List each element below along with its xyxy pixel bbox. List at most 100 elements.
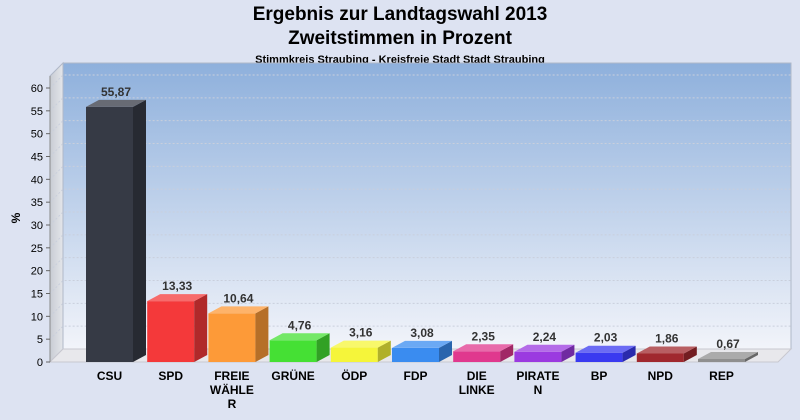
x-tick-label: DIE LINKE (459, 369, 495, 397)
y-tick-label: 25 (31, 243, 43, 255)
bar (86, 99, 146, 362)
value-label: 2,03 (594, 331, 618, 345)
bar-top (636, 346, 697, 354)
x-tick-label-line: SPD (158, 369, 183, 383)
bar-front (575, 352, 623, 362)
x-tick-label: SPD (158, 369, 183, 383)
x-tick-label-line: WÄHLE (210, 382, 254, 397)
y-tick-label: 55 (31, 106, 43, 118)
bar-side (561, 344, 575, 362)
bar-side (255, 306, 269, 362)
bar (698, 351, 758, 362)
y-tick-label: 40 (31, 174, 43, 186)
chart-title: Ergebnis zur Landtagswahl 2013 (252, 4, 548, 25)
x-tick-label: ÖDP (341, 368, 367, 383)
bar-side (133, 99, 146, 362)
y-axis-label: % (9, 212, 23, 223)
side-wall (49, 61, 64, 364)
bar-front (86, 106, 133, 362)
bar (453, 344, 514, 362)
y-axis: 0 5 10 15 20 25 30 35 40 45 50 55 60 (31, 76, 51, 369)
bar-side (500, 344, 514, 362)
bar (636, 346, 697, 362)
x-tick-label-line: REP (709, 369, 734, 383)
bar (269, 333, 330, 362)
bar (330, 340, 391, 362)
bar-front (147, 301, 195, 362)
bar-side (745, 351, 758, 362)
bar-side (439, 340, 452, 362)
value-label: 3,08 (410, 326, 434, 340)
y-tick-label: 30 (31, 220, 43, 232)
bars (86, 99, 758, 362)
bar-top (330, 340, 391, 348)
bar-front (514, 351, 562, 362)
bar-side (622, 345, 636, 362)
bar-top (698, 351, 758, 359)
bar (514, 344, 575, 362)
x-tick-label: FREIE WÄHLE R (210, 369, 254, 411)
bar-front (636, 353, 684, 362)
x-tick-label: GRÜNE (271, 368, 314, 383)
bar-side (316, 333, 330, 362)
bar (147, 294, 208, 362)
bar-front (330, 347, 378, 362)
x-tick-label-line: BP (591, 369, 608, 383)
bar-side (194, 294, 208, 362)
x-tick-label-line: FDP (404, 369, 428, 383)
y-tick-label: 45 (31, 152, 43, 164)
y-tick-label: 50 (31, 129, 43, 141)
x-tick-label-line: N (534, 383, 543, 397)
bar-front (453, 351, 501, 362)
value-label: 1,86 (655, 332, 679, 346)
bar-top (147, 294, 208, 302)
bar (575, 345, 636, 362)
bar-front (269, 340, 317, 362)
x-tick-label-line: NPD (648, 369, 674, 383)
bar-side (377, 340, 391, 362)
bar-top (514, 344, 575, 352)
bar-side (683, 346, 697, 362)
value-labels: 55,87 13,33 10,64 4,76 3,16 3,08 2,35 2,24 2,03 1… (101, 85, 740, 351)
value-label: 4,76 (288, 318, 312, 332)
bar-front (698, 358, 745, 362)
value-label: 2,35 (472, 329, 496, 343)
value-label: 10,64 (223, 291, 253, 305)
x-tick-label-line: LINKE (459, 383, 495, 397)
value-label: 3,16 (349, 326, 373, 340)
value-label: 0,67 (716, 337, 740, 351)
value-label: 2,24 (533, 330, 557, 344)
x-tick-label-line: FREIE (214, 369, 249, 383)
y-tick-label: 0 (37, 357, 43, 369)
x-tick-label-line: DIE (467, 369, 487, 383)
bar-top (575, 345, 636, 353)
bar-front (208, 313, 256, 362)
value-label: 13,33 (162, 279, 192, 293)
x-tick-label: REP (709, 369, 734, 383)
y-tick-label: 35 (31, 197, 43, 209)
value-label: 55,87 (101, 85, 131, 99)
x-tick-label-line: ÖDP (341, 368, 367, 383)
x-tick-label-line: GRÜNE (271, 368, 314, 383)
chart-subtitle: Zweitstimmen in Prozent (288, 28, 512, 49)
x-axis: CSU SPD FREIE WÄHLE R GRÜNE ÖDP FDP DIE LINKE PIRA… (97, 368, 734, 411)
x-tick-label: BP (591, 369, 608, 383)
x-tick-label-line: CSU (97, 369, 122, 383)
bar-top (208, 306, 269, 314)
y-tick-label: 10 (31, 311, 43, 323)
bar-top (392, 340, 452, 348)
y-tick-label: 60 (31, 83, 43, 95)
y-tick-label: 15 (31, 289, 43, 301)
y-tick-label: 5 (37, 334, 43, 346)
y-tick-label: 20 (31, 266, 43, 278)
x-tick-label-line: PIRATE (516, 369, 559, 383)
x-tick-label: FDP (404, 369, 428, 383)
bar (392, 340, 452, 362)
x-tick-label: CSU (97, 369, 122, 383)
bar-front (392, 347, 439, 362)
x-tick-label: NPD (648, 369, 674, 383)
x-tick-label-line: R (228, 397, 237, 411)
bar-top (453, 344, 514, 352)
bar-top (86, 99, 146, 107)
